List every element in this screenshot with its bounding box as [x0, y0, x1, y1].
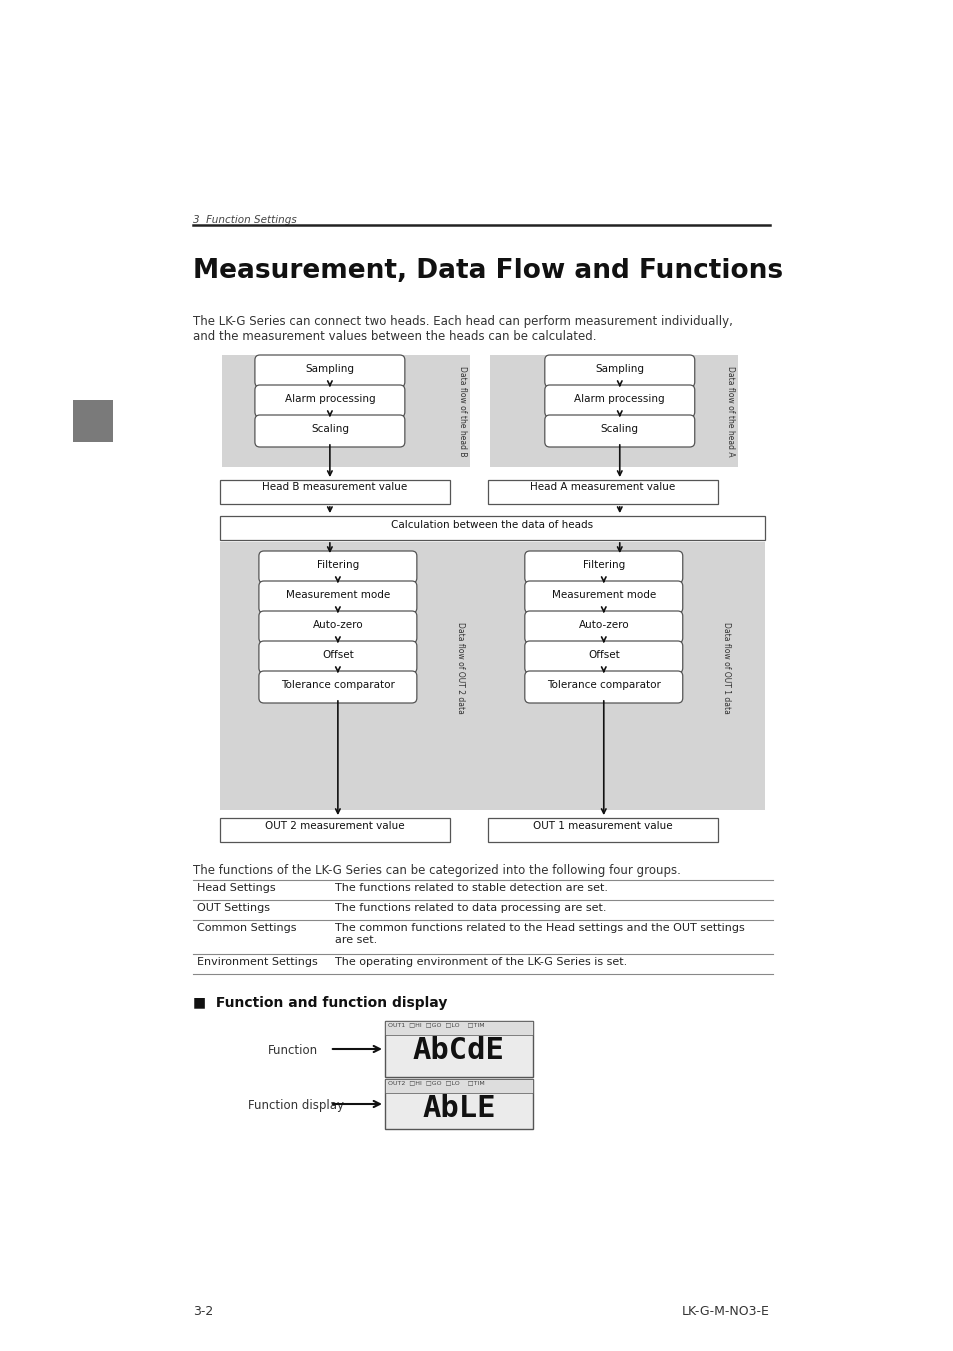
- Text: The operating environment of the LK-G Series is set.: The operating environment of the LK-G Se…: [335, 957, 626, 967]
- Bar: [487, 817, 717, 842]
- FancyBboxPatch shape: [524, 640, 682, 673]
- Text: OUT Settings: OUT Settings: [196, 902, 270, 913]
- Text: OUT 2 measurement value: OUT 2 measurement value: [265, 821, 404, 831]
- Text: 3: 3: [84, 404, 102, 428]
- Text: 3  Function Settings: 3 Function Settings: [193, 215, 296, 226]
- FancyBboxPatch shape: [524, 551, 682, 584]
- FancyBboxPatch shape: [258, 671, 416, 703]
- Text: Offset: Offset: [322, 650, 354, 661]
- Text: OUT1  □HI  □GO  □LO    □TIM: OUT1 □HI □GO □LO □TIM: [388, 1023, 484, 1028]
- FancyBboxPatch shape: [524, 671, 682, 703]
- Text: Head B measurement value: Head B measurement value: [262, 482, 407, 492]
- Text: Tolerance comparator: Tolerance comparator: [280, 680, 395, 690]
- Bar: [220, 516, 764, 540]
- Text: Measurement, Data Flow and Functions: Measurement, Data Flow and Functions: [193, 258, 782, 284]
- Text: Common Settings: Common Settings: [196, 923, 296, 934]
- Bar: [487, 480, 717, 504]
- FancyBboxPatch shape: [254, 415, 404, 447]
- Text: Measurement mode: Measurement mode: [551, 590, 656, 600]
- Text: OUT2  □HI  □GO  □LO    □TIM: OUT2 □HI □GO □LO □TIM: [388, 1081, 484, 1085]
- Text: Measurement mode: Measurement mode: [286, 590, 390, 600]
- Text: The functions of the LK-G Series can be categorized into the following four grou: The functions of the LK-G Series can be …: [193, 865, 680, 877]
- FancyBboxPatch shape: [524, 581, 682, 613]
- FancyBboxPatch shape: [258, 640, 416, 673]
- Text: Auto-zero: Auto-zero: [313, 620, 363, 630]
- Text: Offset: Offset: [587, 650, 619, 661]
- Text: Filtering: Filtering: [582, 561, 624, 570]
- Text: AbCdE: AbCdE: [413, 1036, 504, 1065]
- Text: LK-G-M-NO3-E: LK-G-M-NO3-E: [681, 1305, 769, 1319]
- FancyBboxPatch shape: [258, 551, 416, 584]
- Text: Data flow of the head B: Data flow of the head B: [457, 366, 467, 457]
- Bar: [384, 1079, 532, 1093]
- Text: Function: Function: [268, 1044, 317, 1056]
- FancyBboxPatch shape: [254, 385, 404, 417]
- FancyBboxPatch shape: [254, 355, 404, 386]
- Text: Data flow of OUT 2 data: Data flow of OUT 2 data: [456, 621, 465, 713]
- Text: Alarm processing: Alarm processing: [284, 394, 375, 404]
- Bar: [384, 1021, 532, 1035]
- Bar: [384, 1021, 532, 1077]
- Text: Filtering: Filtering: [316, 561, 358, 570]
- Text: OUT 1 measurement value: OUT 1 measurement value: [533, 821, 672, 831]
- Text: Data flow of the head A: Data flow of the head A: [725, 366, 735, 457]
- Text: The functions related to stable detection are set.: The functions related to stable detectio…: [335, 884, 607, 893]
- Text: Head A measurement value: Head A measurement value: [530, 482, 675, 492]
- Text: The LK-G Series can connect two heads. Each head can perform measurement individ: The LK-G Series can connect two heads. E…: [193, 315, 732, 343]
- FancyBboxPatch shape: [544, 355, 694, 386]
- Bar: [220, 542, 764, 811]
- Text: The functions related to data processing are set.: The functions related to data processing…: [335, 902, 606, 913]
- Text: Sampling: Sampling: [305, 363, 354, 374]
- Text: Auto-zero: Auto-zero: [578, 620, 628, 630]
- Bar: [220, 817, 450, 842]
- Bar: [384, 1079, 532, 1129]
- FancyBboxPatch shape: [544, 385, 694, 417]
- Text: Head Settings: Head Settings: [196, 884, 275, 893]
- Text: Environment Settings: Environment Settings: [196, 957, 317, 967]
- Text: Data flow of OUT 1 data: Data flow of OUT 1 data: [721, 621, 730, 713]
- Text: AbLE: AbLE: [421, 1094, 495, 1123]
- FancyBboxPatch shape: [544, 415, 694, 447]
- Bar: [489, 355, 737, 467]
- Bar: [72, 400, 112, 442]
- Text: ■  Function and function display: ■ Function and function display: [193, 996, 447, 1011]
- Bar: [228, 544, 467, 792]
- Text: Sampling: Sampling: [595, 363, 643, 374]
- FancyBboxPatch shape: [258, 611, 416, 643]
- Text: Scaling: Scaling: [311, 424, 349, 434]
- FancyBboxPatch shape: [258, 581, 416, 613]
- FancyBboxPatch shape: [524, 611, 682, 643]
- Bar: [220, 480, 450, 504]
- Text: Calculation between the data of heads: Calculation between the data of heads: [391, 520, 593, 530]
- Text: Alarm processing: Alarm processing: [574, 394, 664, 404]
- Bar: [222, 355, 469, 467]
- Text: The common functions related to the Head settings and the OUT settings
are set.: The common functions related to the Head…: [335, 923, 744, 944]
- Text: Scaling: Scaling: [600, 424, 639, 434]
- Text: 3-2: 3-2: [193, 1305, 213, 1319]
- Text: Tolerance comparator: Tolerance comparator: [546, 680, 660, 690]
- Bar: [494, 544, 733, 792]
- Text: Function display: Function display: [248, 1098, 343, 1112]
